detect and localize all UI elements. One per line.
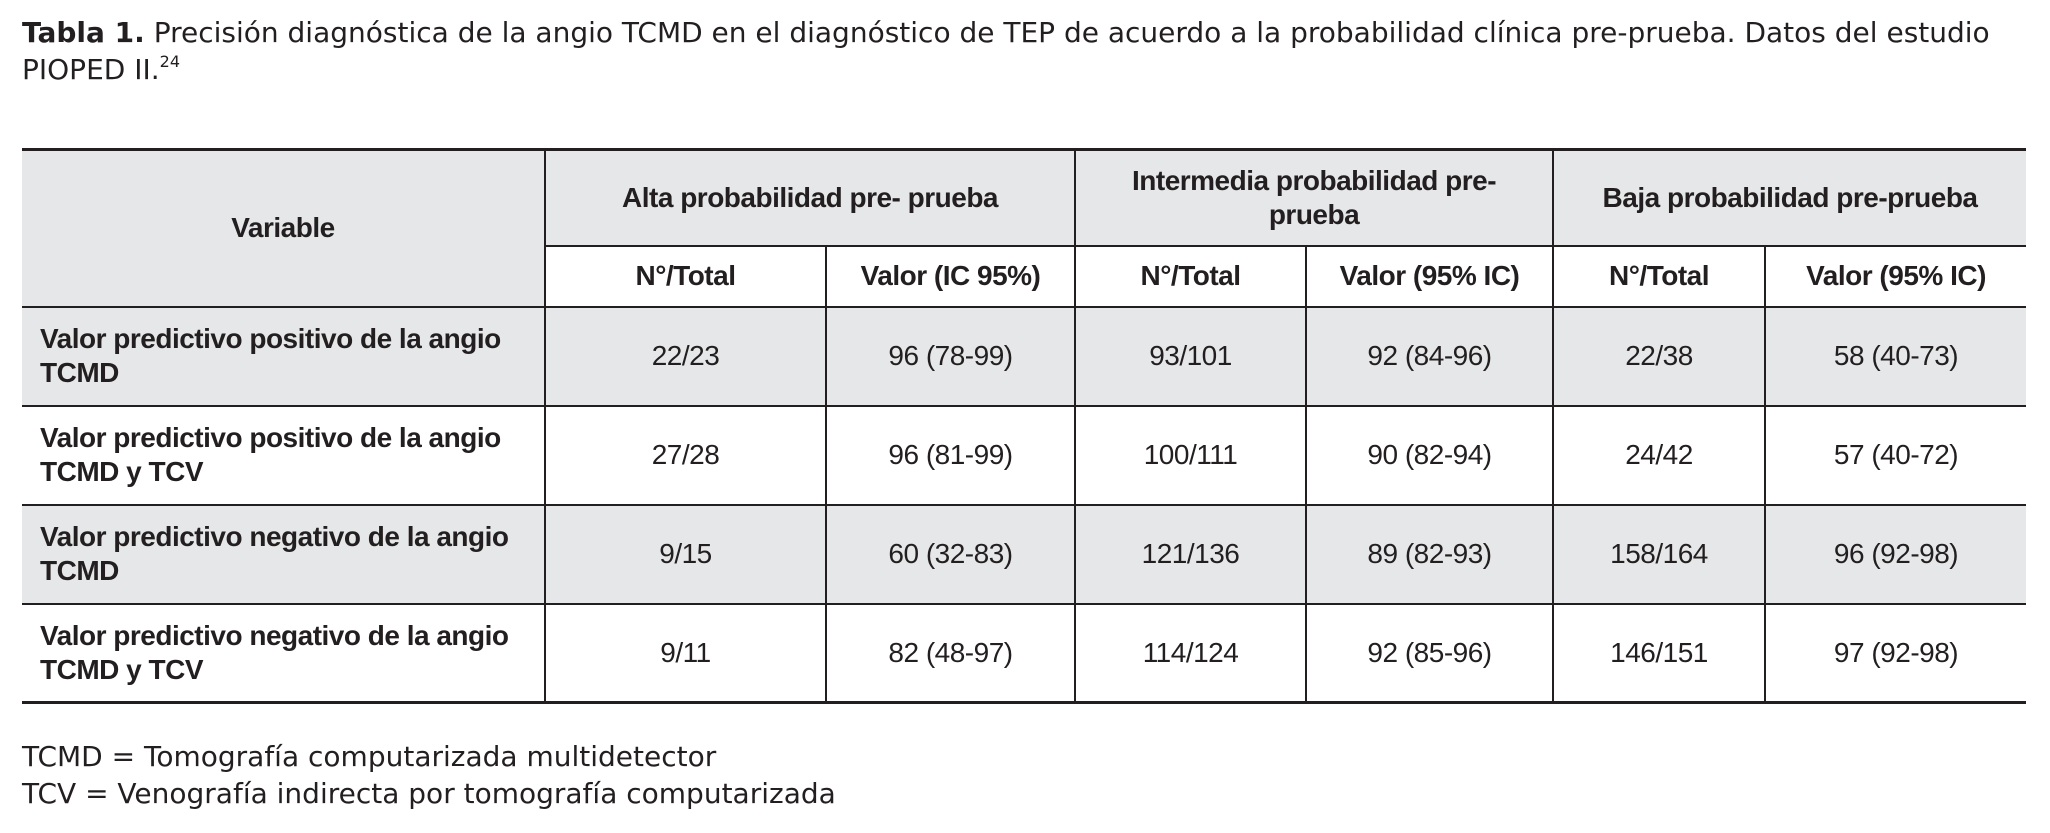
table-cell: 93/101 xyxy=(1074,305,1308,407)
table-cell: 114/124 xyxy=(1074,602,1308,704)
reference: 24 xyxy=(159,52,180,71)
table-row: Valor predictivo positivo de la angio TC… xyxy=(22,305,2027,407)
table-cell: 22/38 xyxy=(1552,305,1767,407)
header-cell: Alta probabilidad pre- prueba xyxy=(543,148,1077,247)
table-row: Valor predictivo negativo de la angio TC… xyxy=(22,503,2027,605)
footnote: TCMD = Tomografía computarizada multidet… xyxy=(22,740,717,773)
table-cell: 58 (40-73) xyxy=(1764,305,2027,407)
header-cell: Baja probabilidad pre-prueba xyxy=(1552,148,2027,247)
table-cell: 22/23 xyxy=(544,305,827,407)
row-label: Valor predictivo negativo de la angio TC… xyxy=(22,503,546,605)
subheader-cell: N°/Total xyxy=(545,244,827,308)
subheader-cell: N°/Total xyxy=(1074,244,1308,308)
header-cell: Variable xyxy=(22,148,546,308)
table-cell: 146/151 xyxy=(1552,602,1767,704)
table-cell: 96 (92-98) xyxy=(1764,503,2027,605)
subheader-cell: N°/Total xyxy=(1552,244,1767,308)
table-cell: 89 (82-93) xyxy=(1305,503,1555,605)
subheader-cell: Valor (IC 95%) xyxy=(824,244,1077,308)
table-cell: 9/11 xyxy=(544,602,827,704)
table-cell: 96 (81-99) xyxy=(824,404,1077,506)
caption-label: Tabla 1. xyxy=(22,16,145,49)
table-cell: 9/15 xyxy=(544,503,827,605)
table-row: Valor predictivo negativo de la angio TC… xyxy=(22,602,2027,704)
caption-text: Precisión diagnóstica de la angio TCMD e… xyxy=(22,16,1990,86)
table-cell: 92 (84-96) xyxy=(1305,305,1555,407)
footnote: TCV = Venografía indirecta por tomografí… xyxy=(22,777,836,810)
table-cell: 121/136 xyxy=(1074,503,1308,605)
table-cell: 24/42 xyxy=(1552,404,1767,506)
table-cell: 100/111 xyxy=(1074,404,1308,506)
table-cell: 82 (48-97) xyxy=(824,602,1077,704)
table: Variable Alta probabilidad pre- prueba I… xyxy=(22,148,2027,704)
subheader-cell: Valor (95% IC) xyxy=(1764,244,2027,308)
header-cell: Intermedia probabilidad pre-prueba xyxy=(1074,148,1555,247)
table-cell: 158/164 xyxy=(1552,503,1767,605)
table-cell: 92 (85-96) xyxy=(1305,602,1555,704)
subheader-cell: Valor (95% IC) xyxy=(1305,244,1555,308)
row-label: Valor predictivo positivo de la angio TC… xyxy=(22,404,546,506)
row-label: Valor predictivo positivo de la angio TC… xyxy=(22,305,546,407)
caption: Tabla 1. Precisión diagnóstica de la ang… xyxy=(22,14,2032,88)
table-cell: 57 (40-72) xyxy=(1764,404,2027,506)
table-cell: 97 (92-98) xyxy=(1764,602,2027,704)
table-row: Valor predictivo positivo de la angio TC… xyxy=(22,404,2027,506)
table-cell: 90 (82-94) xyxy=(1305,404,1555,506)
table-cell: 60 (32-83) xyxy=(824,503,1077,605)
row-label: Valor predictivo negativo de la angio TC… xyxy=(22,602,546,704)
table-cell: 27/28 xyxy=(544,404,827,506)
table-cell: 96 (78-99) xyxy=(824,305,1077,407)
